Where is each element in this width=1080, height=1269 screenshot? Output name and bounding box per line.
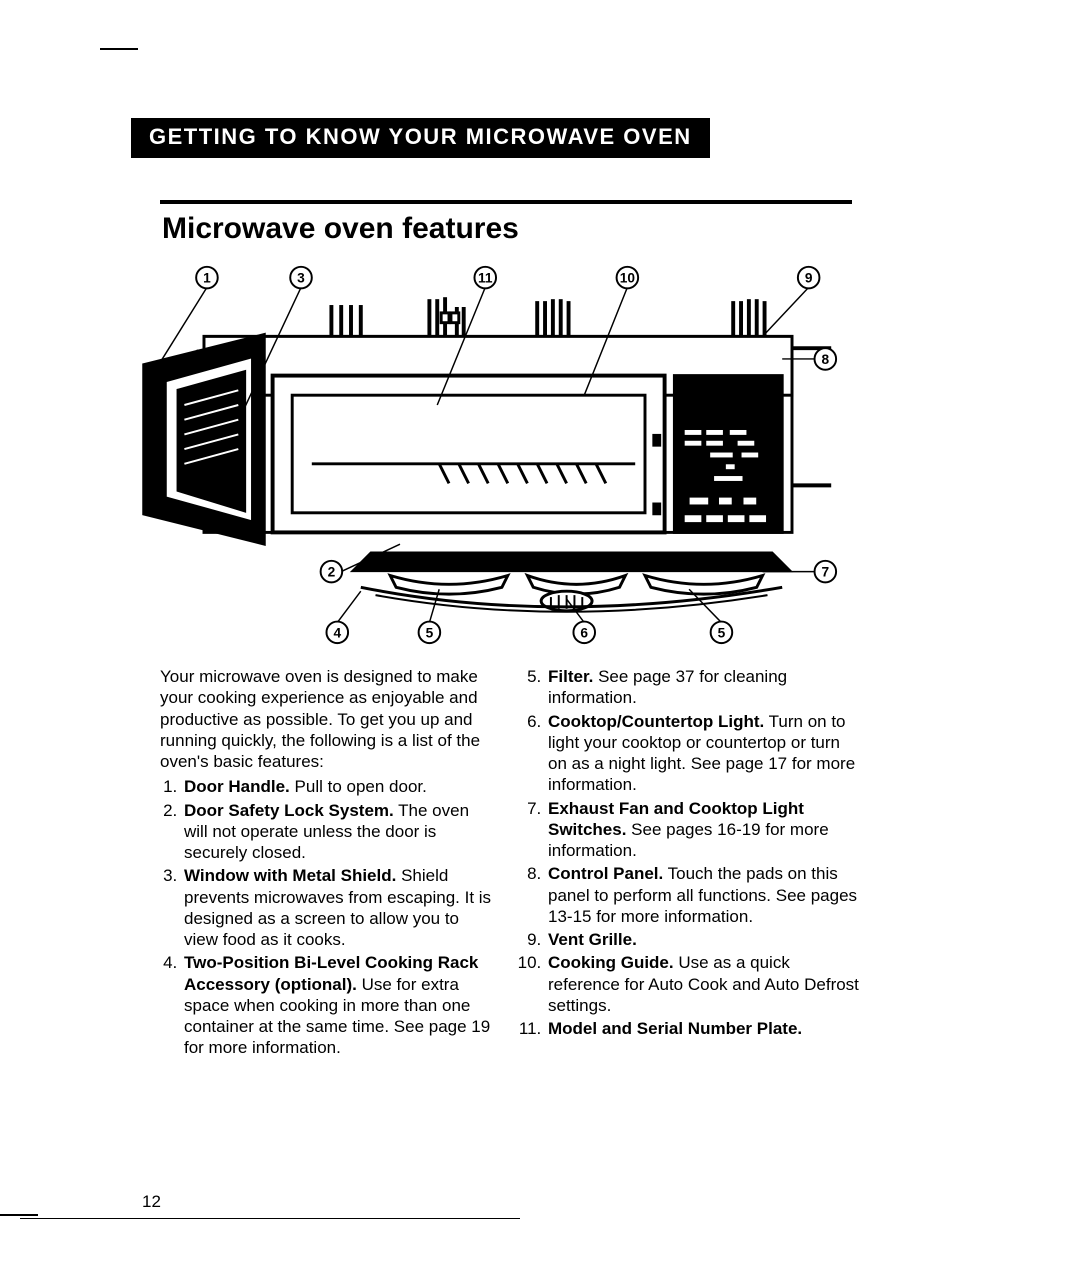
rule-line xyxy=(160,200,852,204)
section-title: Microwave oven features xyxy=(162,212,519,246)
callout-10: 10 xyxy=(617,267,639,289)
svg-text:3: 3 xyxy=(297,271,305,286)
svg-text:4: 4 xyxy=(333,625,341,640)
feature-item: Window with Metal Shield. Shield prevent… xyxy=(182,865,496,950)
svg-text:10: 10 xyxy=(620,271,636,286)
feature-desc: Pull to open door. xyxy=(290,777,427,796)
svg-text:8: 8 xyxy=(821,352,829,367)
svg-text:2: 2 xyxy=(328,565,336,580)
svg-text:5: 5 xyxy=(718,625,726,640)
page-number: 12 xyxy=(142,1192,161,1212)
right-column: Filter. See page 37 for cleaning informa… xyxy=(524,666,860,1061)
feature-lead: Control Panel. xyxy=(548,864,663,883)
callout-5: 5 xyxy=(711,622,733,644)
feature-item: Filter. See page 37 for cleaning informa… xyxy=(546,666,860,709)
svg-text:5: 5 xyxy=(426,625,434,640)
feature-item: Control Panel. Touch the pads on this pa… xyxy=(546,863,860,927)
feature-lead: Door Safety Lock System. xyxy=(184,801,394,820)
svg-text:7: 7 xyxy=(821,565,829,580)
body-columns: Your microwave oven is designed to make … xyxy=(160,666,860,1061)
page: GETTING TO KNOW YOUR MICROWAVE OVEN Micr… xyxy=(0,0,1080,1269)
feature-item: Cooktop/Countertop Light. Turn on to lig… xyxy=(546,711,860,796)
feature-lead: Filter. xyxy=(548,667,593,686)
callout-3: 3 xyxy=(290,267,312,289)
feature-lead: Vent Grille. xyxy=(548,930,637,949)
svg-text:11: 11 xyxy=(478,271,493,286)
scan-mark xyxy=(100,48,138,50)
feature-lead: Window with Metal Shield. xyxy=(184,866,396,885)
feature-list-left: Door Handle. Pull to open door. Door Safe… xyxy=(160,776,496,1058)
feature-item: Door Handle. Pull to open door. xyxy=(182,776,496,797)
svg-text:6: 6 xyxy=(580,625,588,640)
callout-1: 1 xyxy=(196,267,218,289)
feature-lead: Cooktop/Countertop Light. xyxy=(548,712,764,731)
callout-6: 6 xyxy=(573,622,595,644)
svg-text:1: 1 xyxy=(203,271,211,286)
callout-9: 9 xyxy=(798,267,820,289)
rule-line xyxy=(20,1218,520,1219)
scan-mark xyxy=(0,1214,38,1216)
feature-item: Two-Position Bi-Level Cooking Rack Acces… xyxy=(182,952,496,1058)
callout-11: 11 xyxy=(474,267,496,289)
intro-paragraph: Your microwave oven is designed to make … xyxy=(160,666,496,772)
callout-4: 4 xyxy=(327,622,349,644)
feature-item: Vent Grille. xyxy=(546,929,860,950)
microwave-diagram: 1 3 11 10 9 8 7 2 4 5 6 5 xyxy=(138,258,858,650)
feature-item: Cooking Guide. Use as a quick reference … xyxy=(546,952,860,1016)
callout-2: 2 xyxy=(321,561,343,583)
feature-list-right: Filter. See page 37 for cleaning informa… xyxy=(524,666,860,1039)
feature-lead: Cooking Guide. xyxy=(548,953,674,972)
feature-lead: Door Handle. xyxy=(184,777,290,796)
feature-lead: Model and Serial Number Plate. xyxy=(548,1019,802,1038)
section-banner: GETTING TO KNOW YOUR MICROWAVE OVEN xyxy=(131,118,710,158)
feature-item: Model and Serial Number Plate. xyxy=(546,1018,860,1039)
svg-text:9: 9 xyxy=(805,271,813,286)
feature-item: Door Safety Lock System. The oven will n… xyxy=(182,800,496,864)
callout-5: 5 xyxy=(419,622,441,644)
feature-item: Exhaust Fan and Cooktop Light Switches. … xyxy=(546,798,860,862)
callout-8: 8 xyxy=(815,348,837,370)
left-column: Your microwave oven is designed to make … xyxy=(160,666,496,1061)
callout-7: 7 xyxy=(815,561,837,583)
